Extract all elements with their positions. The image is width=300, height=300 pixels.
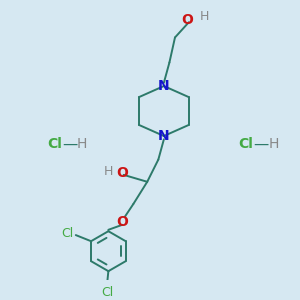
Text: O: O xyxy=(116,167,128,181)
Text: —: — xyxy=(62,137,77,152)
Text: H: H xyxy=(200,10,209,22)
Text: H: H xyxy=(104,165,113,178)
Text: Cl: Cl xyxy=(238,137,253,151)
Text: Cl: Cl xyxy=(47,137,62,151)
Text: N: N xyxy=(158,79,170,93)
Text: H: H xyxy=(268,137,279,151)
Text: Cl: Cl xyxy=(61,227,73,240)
Text: H: H xyxy=(77,137,87,151)
Text: —: — xyxy=(254,137,268,152)
Text: Cl: Cl xyxy=(101,286,113,299)
Text: N: N xyxy=(158,129,170,143)
Text: O: O xyxy=(182,13,194,27)
Text: O: O xyxy=(116,215,128,229)
